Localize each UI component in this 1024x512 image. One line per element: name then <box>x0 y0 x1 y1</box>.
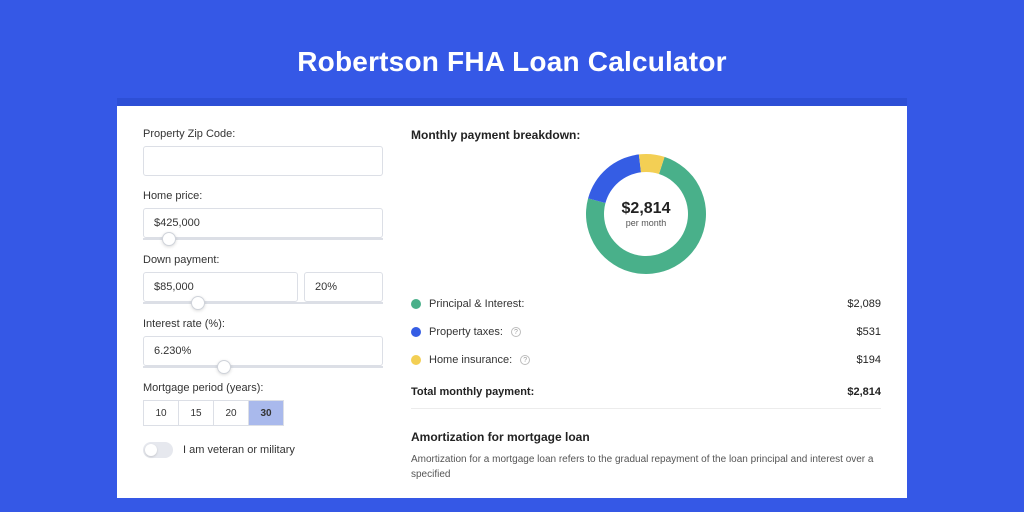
zip-label: Property Zip Code: <box>143 128 383 140</box>
mortgage-period-label: Mortgage period (years): <box>143 382 383 394</box>
legend-row: Principal & Interest: $2,089 <box>411 290 881 318</box>
legend-row: Home insurance:? $194 <box>411 346 881 374</box>
breakdown-title: Monthly payment breakdown: <box>411 128 881 142</box>
legend-swatch <box>411 299 421 309</box>
down-payment-amount-input[interactable] <box>143 272 298 302</box>
period-button-10[interactable]: 10 <box>143 400 179 426</box>
interest-rate-field: Interest rate (%): <box>143 318 383 368</box>
down-payment-slider[interactable] <box>143 302 383 304</box>
legend-swatch <box>411 355 421 365</box>
legend-row: Property taxes:? $531 <box>411 318 881 346</box>
legend-label: Home insurance: <box>429 354 512 366</box>
donut-slice-property_taxes <box>588 154 641 203</box>
period-button-15[interactable]: 15 <box>178 400 214 426</box>
period-button-20[interactable]: 20 <box>213 400 249 426</box>
donut-center: $2,814 per month <box>622 200 671 228</box>
total-row: Total monthly payment: $2,814 <box>411 376 881 406</box>
home-price-input[interactable] <box>143 208 383 238</box>
total-label: Total monthly payment: <box>411 386 534 398</box>
legend-value: $194 <box>857 354 881 366</box>
donut-amount: $2,814 <box>622 200 671 218</box>
interest-rate-input[interactable] <box>143 336 383 366</box>
down-payment-label: Down payment: <box>143 254 383 266</box>
donut-sub: per month <box>622 218 671 228</box>
down-payment-slider-thumb[interactable] <box>191 296 205 310</box>
veteran-toggle-label: I am veteran or military <box>183 444 295 456</box>
zip-field: Property Zip Code: <box>143 128 383 176</box>
donut-chart: $2,814 per month <box>584 152 708 276</box>
interest-rate-label: Interest rate (%): <box>143 318 383 330</box>
legend-label: Property taxes: <box>429 326 503 338</box>
home-price-label: Home price: <box>143 190 383 202</box>
veteran-toggle-row: I am veteran or military <box>143 442 383 458</box>
down-payment-field: Down payment: <box>143 254 383 304</box>
mortgage-period-group: 10152030 <box>143 400 383 426</box>
amortization-text: Amortization for a mortgage loan refers … <box>411 452 881 482</box>
legend-value: $2,089 <box>847 298 881 310</box>
home-price-field: Home price: <box>143 190 383 240</box>
home-price-slider-thumb[interactable] <box>162 232 176 246</box>
legend-label: Principal & Interest: <box>429 298 524 310</box>
legend-swatch <box>411 327 421 337</box>
info-icon[interactable]: ? <box>511 327 521 337</box>
legend-value: $531 <box>857 326 881 338</box>
form-panel: Property Zip Code: Home price: Down paym… <box>143 128 383 498</box>
donut-chart-wrap: $2,814 per month <box>411 152 881 276</box>
interest-rate-slider[interactable] <box>143 366 383 368</box>
info-icon[interactable]: ? <box>520 355 530 365</box>
zip-input[interactable] <box>143 146 383 176</box>
mortgage-period-field: Mortgage period (years): 10152030 <box>143 382 383 426</box>
page-title: Robertson FHA Loan Calculator <box>0 0 1024 98</box>
veteran-toggle[interactable] <box>143 442 173 458</box>
period-button-30[interactable]: 30 <box>248 400 284 426</box>
veteran-toggle-knob <box>145 444 157 456</box>
total-value: $2,814 <box>847 386 881 398</box>
amortization-title: Amortization for mortgage loan <box>411 415 881 444</box>
legend: Principal & Interest: $2,089 Property taxe… <box>411 290 881 374</box>
calculator-card: Property Zip Code: Home price: Down paym… <box>117 98 907 498</box>
down-payment-pct-input[interactable] <box>304 272 383 302</box>
divider <box>411 408 881 409</box>
home-price-slider[interactable] <box>143 238 383 240</box>
breakdown-panel: Monthly payment breakdown: $2,814 per mo… <box>411 128 881 498</box>
interest-rate-slider-thumb[interactable] <box>217 360 231 374</box>
